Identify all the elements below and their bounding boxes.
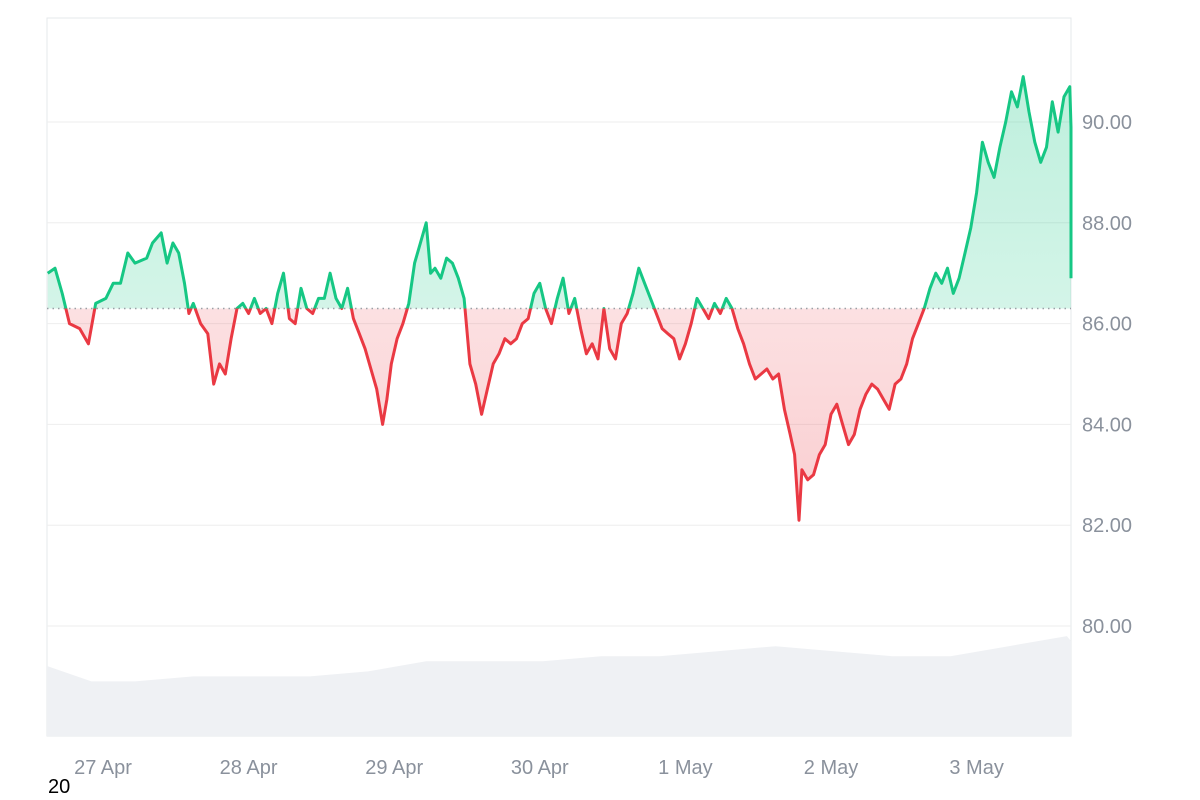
- line-below-baseline: [64, 308, 926, 522]
- x-tick-label: 27 Apr: [74, 757, 132, 779]
- volume-area-shape: [47, 636, 1071, 736]
- y-tick-label: 88.00: [1082, 213, 1132, 235]
- x-axis-ticks: 27 Apr 28 Apr 29 Apr 30 Apr 1 May 2 May 3 May: [74, 757, 1004, 779]
- x-tick-label: 28 Apr: [220, 757, 278, 779]
- x-tick-label: 29 Apr: [365, 757, 423, 779]
- volume-area: [47, 636, 1071, 736]
- fill-above-baseline: [47, 76, 1071, 309]
- line-above-baseline: [46, 75, 1073, 309]
- plot-frame: [46, 17, 1072, 737]
- x-tick-label: 2 May: [804, 757, 858, 779]
- x-tick-label: 1 May: [658, 757, 712, 779]
- x-tick-label: 3 May: [949, 757, 1003, 779]
- price-line: [46, 75, 1073, 522]
- y-tick-label: 90.00: [1082, 112, 1132, 134]
- price-fill: [47, 76, 1071, 521]
- x-tick-label: 30 Apr: [511, 757, 569, 779]
- y-axis-ticks: 80.00 82.00 84.00 86.00 88.00 90.00: [1082, 112, 1132, 638]
- y-tick-label: 84.00: [1082, 414, 1132, 436]
- gridlines: [47, 121, 1071, 627]
- y-tick-label: 86.00: [1082, 314, 1132, 336]
- y-tick-label: 80.00: [1082, 616, 1132, 638]
- y-tick-label: 82.00: [1082, 515, 1132, 537]
- corner-label: 20: [48, 776, 71, 798]
